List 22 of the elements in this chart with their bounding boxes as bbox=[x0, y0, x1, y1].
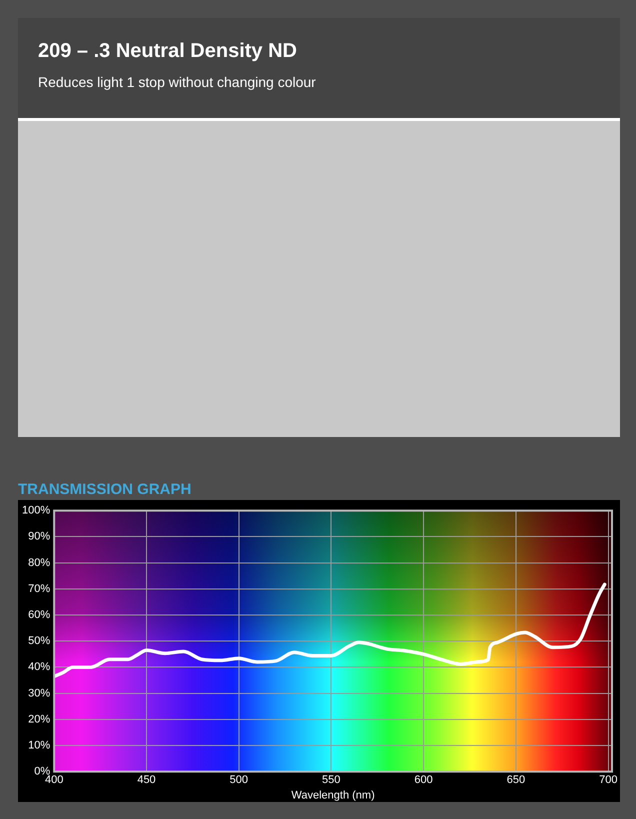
text: TRANSMISSION GRAPH bbox=[18, 481, 192, 498]
y-tick-label: 30% bbox=[28, 687, 50, 700]
y-tick-label: 50% bbox=[28, 635, 50, 648]
y-tick-label: 100% bbox=[22, 504, 50, 517]
x-tick-label: 600 bbox=[414, 774, 433, 786]
y-tick-label: 80% bbox=[28, 556, 50, 569]
line-series bbox=[54, 582, 606, 678]
x-tick-label: 650 bbox=[506, 774, 526, 786]
y-tick-label: 70% bbox=[28, 582, 50, 595]
x-tick-label: 550 bbox=[322, 774, 340, 786]
y-tick-label: 60% bbox=[28, 609, 50, 622]
x-tick-label: 400 bbox=[44, 774, 64, 786]
chart-subtitle: Reduces light 1 stop without changing colour bbox=[38, 74, 316, 90]
x-axis-title: Wavelength (nm) bbox=[291, 789, 375, 802]
chart-title: 209 – .3 Neutral Density ND bbox=[38, 40, 297, 63]
x-tick-label: 500 bbox=[230, 774, 248, 786]
y-tick-label: 90% bbox=[28, 530, 50, 543]
y-tick-label: 40% bbox=[28, 661, 50, 674]
y-tick-label: 20% bbox=[28, 713, 50, 726]
x-tick-label: 450 bbox=[137, 774, 156, 786]
y-tick-label: 10% bbox=[28, 740, 50, 752]
x-tick-label: 700 bbox=[599, 774, 618, 786]
